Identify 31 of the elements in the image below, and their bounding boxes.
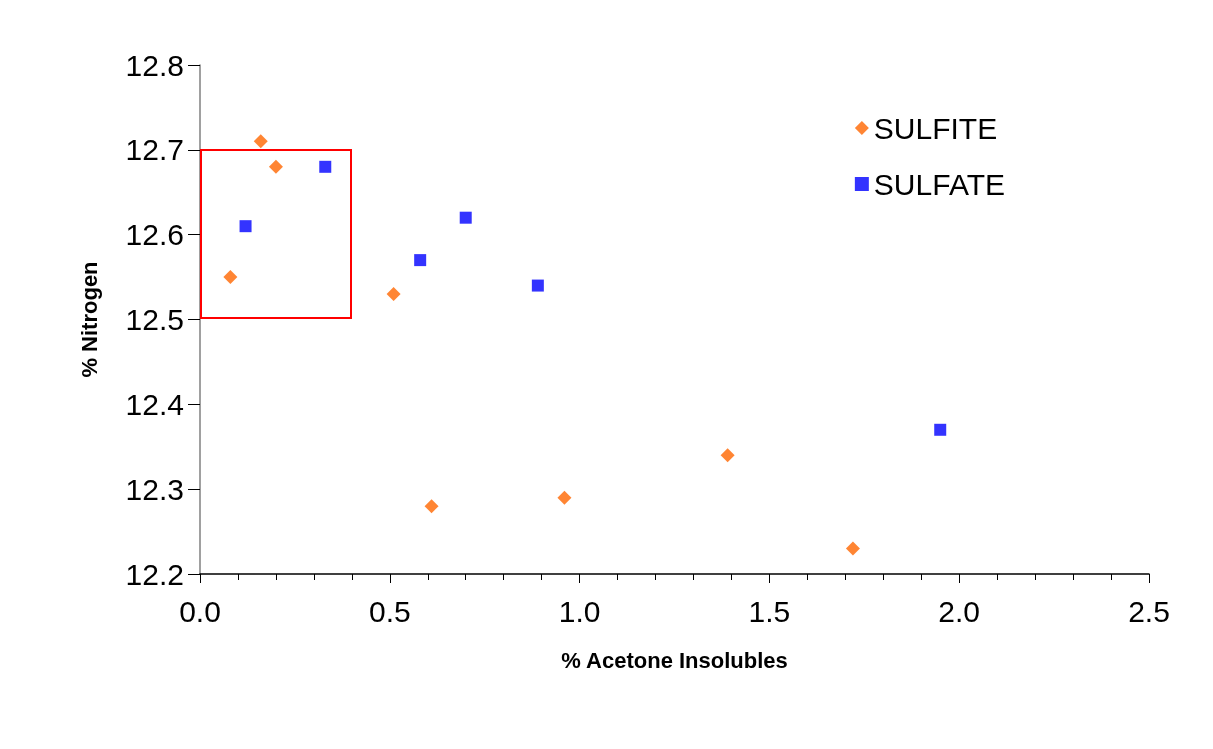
x-tick-label: 1.5 <box>748 594 791 628</box>
y-tick-label: 12.8 <box>125 48 184 82</box>
x-tick-label: 0.0 <box>179 594 221 628</box>
point <box>720 448 735 463</box>
legend-label: SULFITE <box>873 111 998 145</box>
y-tick-label: 12.4 <box>125 387 184 421</box>
y-tick-label: 12.6 <box>125 218 184 252</box>
x-tick-label: 2.0 <box>938 594 981 628</box>
x-tick-label: 1.0 <box>558 594 601 628</box>
point <box>319 160 332 173</box>
point <box>424 499 439 514</box>
point <box>459 211 472 224</box>
y-tick-label: 12.3 <box>125 472 184 506</box>
point <box>239 220 252 233</box>
point <box>845 541 860 556</box>
x-tick-label: 0.5 <box>368 594 411 628</box>
y-tick-label: 12.5 <box>125 303 184 336</box>
x-axis-title: % Acetone Insolubles <box>561 647 788 673</box>
point <box>223 270 238 285</box>
y-axis-title: % Nitrogen <box>76 261 102 378</box>
point <box>268 159 283 174</box>
point <box>531 279 544 292</box>
legend-label: SULFATE <box>873 167 1006 201</box>
x-tick-label: 2.5 <box>1128 594 1170 628</box>
point <box>386 287 401 302</box>
point <box>557 490 572 505</box>
y-tick-label: 12.2 <box>125 557 184 591</box>
point <box>253 134 268 149</box>
y-tick-label: 12.7 <box>125 133 184 167</box>
point <box>934 423 947 436</box>
point <box>414 254 427 267</box>
